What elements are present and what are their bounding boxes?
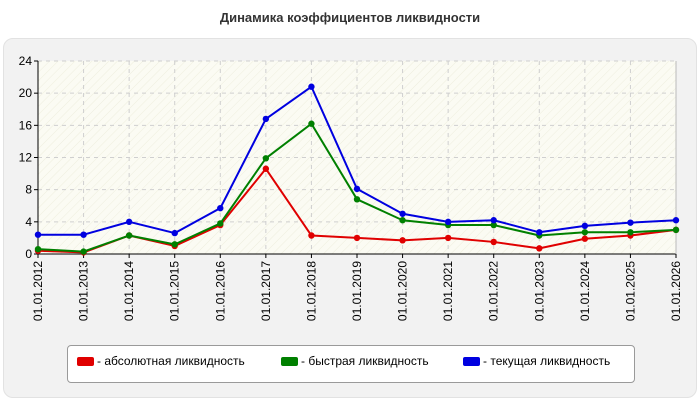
- y-tick-label: 12: [19, 151, 33, 165]
- data-point: [262, 155, 270, 162]
- data-point: [80, 231, 87, 238]
- chart-title: Динамика коэффициентов ликвидности: [219, 10, 481, 25]
- data-point: [125, 218, 133, 226]
- data-point: [536, 229, 543, 236]
- legend-swatch-red: [77, 356, 94, 366]
- data-point: [490, 217, 497, 224]
- x-tick-label: 01.01.2013: [77, 261, 91, 321]
- x-tick-label: 01.01.2020: [396, 261, 410, 321]
- x-tick-label: 01.01.2023: [532, 261, 546, 321]
- data-point: [672, 217, 680, 224]
- y-tick-label: 4: [25, 215, 32, 229]
- data-point: [308, 120, 315, 127]
- data-point: [217, 204, 224, 212]
- data-point: [34, 231, 42, 238]
- x-tick-label: 01.01.2017: [259, 261, 273, 321]
- data-point: [308, 83, 315, 90]
- legend-swatch-green: [281, 356, 298, 366]
- x-tick-label: 01.01.2015: [168, 261, 182, 321]
- series-group: [34, 83, 680, 256]
- data-point: [353, 234, 361, 242]
- data-point: [581, 222, 589, 230]
- data-point: [399, 217, 406, 224]
- data-point: [171, 229, 178, 237]
- data-point: [262, 115, 270, 123]
- legend-swatch-blue: [463, 356, 480, 366]
- data-point: [490, 238, 497, 246]
- data-point: [399, 237, 406, 244]
- data-point: [627, 219, 634, 226]
- legend-item-absolute[interactable]: - абсолютная ликвидность: [77, 354, 245, 368]
- data-point: [399, 210, 406, 217]
- data-point: [308, 232, 315, 239]
- legend: - абсолютная ликвидность - быстрая ликви…: [67, 345, 635, 383]
- legend-item-quick[interactable]: - быстрая ликвидность: [281, 354, 429, 368]
- y-tick-label: 16: [19, 118, 33, 132]
- data-point: [262, 165, 270, 172]
- data-point: [444, 218, 452, 226]
- legend-label-current: - текущая ликвидность: [483, 354, 611, 368]
- x-tick-label: 01.01.2025: [623, 261, 637, 321]
- x-tick-label: 01.01.2024: [578, 261, 592, 321]
- data-point: [490, 221, 497, 229]
- y-tick-label: 0: [25, 247, 32, 261]
- x-tick-label: 01.01.2022: [487, 261, 501, 321]
- series-1: [34, 120, 680, 255]
- x-tick-label: 01.01.2016: [213, 261, 227, 321]
- y-tick-label: 24: [19, 54, 33, 68]
- data-point: [34, 245, 42, 253]
- y-axis-ticks: 0 4 8 12 16 20 24: [19, 54, 38, 261]
- data-point: [536, 245, 543, 252]
- legend-label-absolute: - абсолютная ликвидность: [97, 354, 245, 368]
- legend-label-quick: - быстрая ликвидность: [301, 354, 429, 368]
- data-point: [353, 196, 361, 203]
- x-tick-label: 01.01.2014: [122, 261, 136, 321]
- x-tick-label: 01.01.2021: [441, 261, 455, 321]
- data-point: [125, 232, 133, 239]
- data-point: [672, 226, 680, 234]
- data-point: [171, 241, 178, 248]
- y-tick-label: 8: [25, 183, 32, 197]
- data-point: [353, 185, 361, 193]
- series-2: [34, 83, 680, 238]
- data-point: [581, 229, 589, 236]
- data-point: [581, 235, 589, 242]
- x-tick-label: 01.01.2018: [304, 261, 318, 321]
- data-point: [444, 234, 452, 242]
- y-tick-label: 20: [19, 86, 33, 100]
- x-axis-ticks: 01.01.2012 01.01.2013 01.01.2014 01.01.2015…: [31, 254, 683, 321]
- legend-item-current[interactable]: - текущая ликвидность: [463, 354, 610, 368]
- data-point: [627, 229, 634, 236]
- data-point: [80, 248, 87, 255]
- x-tick-label: 01.01.2012: [31, 261, 45, 321]
- x-tick-label: 01.01.2019: [350, 261, 364, 321]
- x-tick-label: 01.01.2026: [669, 261, 683, 321]
- data-point: [217, 220, 224, 227]
